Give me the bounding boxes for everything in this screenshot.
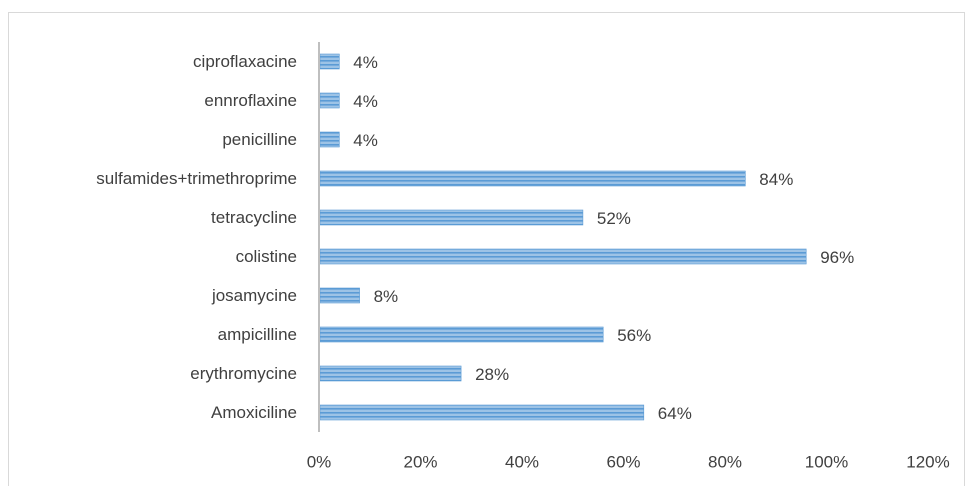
- labels-layer: Amoxiciline 64% erythromycine 28% ampicillin…: [96, 52, 950, 472]
- category-label: josamycine: [211, 286, 297, 305]
- data-label: 56%: [617, 326, 651, 345]
- bar-9: [319, 53, 340, 70]
- data-label: 4%: [353, 92, 378, 111]
- category-label: ciproflaxacine: [193, 52, 297, 71]
- category-label: sulfamides+trimethroprime: [96, 169, 297, 188]
- category-label: Amoxiciline: [211, 403, 297, 422]
- category-label: colistine: [236, 247, 297, 266]
- data-label: 28%: [475, 365, 509, 384]
- data-label: 4%: [353, 131, 378, 150]
- bar-1: [319, 365, 462, 382]
- x-tick-label: 120%: [906, 453, 949, 472]
- data-label: 96%: [820, 248, 854, 267]
- x-tick-label: 80%: [708, 453, 742, 472]
- bar-4: [319, 248, 807, 265]
- bar-0: [319, 404, 645, 421]
- category-label: tetracycline: [211, 208, 297, 227]
- x-tick-label: 20%: [403, 453, 437, 472]
- category-label: penicilline: [222, 130, 297, 149]
- category-label: ennroflaxine: [204, 91, 297, 110]
- data-label: 4%: [353, 53, 378, 72]
- x-tick-label: 100%: [805, 453, 848, 472]
- category-label: erythromycine: [190, 364, 297, 383]
- x-tick-label: 60%: [606, 453, 640, 472]
- data-label: 8%: [374, 287, 399, 306]
- x-tick-label: 40%: [505, 453, 539, 472]
- bar-5: [319, 209, 584, 226]
- data-label: 52%: [597, 209, 631, 228]
- bars-layer: [319, 53, 807, 421]
- bar-7: [319, 131, 340, 148]
- bar-8: [319, 92, 340, 109]
- category-label: ampicilline: [218, 325, 297, 344]
- bar-6: [319, 170, 746, 187]
- x-tick-label: 0%: [307, 453, 332, 472]
- bar-3: [319, 287, 360, 304]
- data-label: 64%: [658, 404, 692, 423]
- bar-2: [319, 326, 604, 343]
- data-label: 84%: [759, 170, 793, 189]
